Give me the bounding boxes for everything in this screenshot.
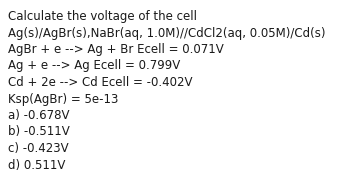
Text: AgBr + e --> Ag + Br Ecell = 0.071V: AgBr + e --> Ag + Br Ecell = 0.071V [8, 43, 224, 56]
Text: d) 0.511V: d) 0.511V [8, 159, 65, 172]
Text: Ksp(AgBr) = 5e-13: Ksp(AgBr) = 5e-13 [8, 92, 118, 106]
Text: Calculate the voltage of the cell: Calculate the voltage of the cell [8, 10, 197, 23]
Text: c) -0.423V: c) -0.423V [8, 142, 69, 155]
Text: Ag(s)/AgBr(s),NaBr(aq, 1.0M)//CdCl2(aq, 0.05M)/Cd(s): Ag(s)/AgBr(s),NaBr(aq, 1.0M)//CdCl2(aq, … [8, 26, 326, 39]
Text: Ag + e --> Ag Ecell = 0.799V: Ag + e --> Ag Ecell = 0.799V [8, 60, 180, 73]
Text: b) -0.511V: b) -0.511V [8, 125, 70, 138]
Text: Cd + 2e --> Cd Ecell = -0.402V: Cd + 2e --> Cd Ecell = -0.402V [8, 76, 193, 89]
Text: a) -0.678V: a) -0.678V [8, 109, 70, 122]
